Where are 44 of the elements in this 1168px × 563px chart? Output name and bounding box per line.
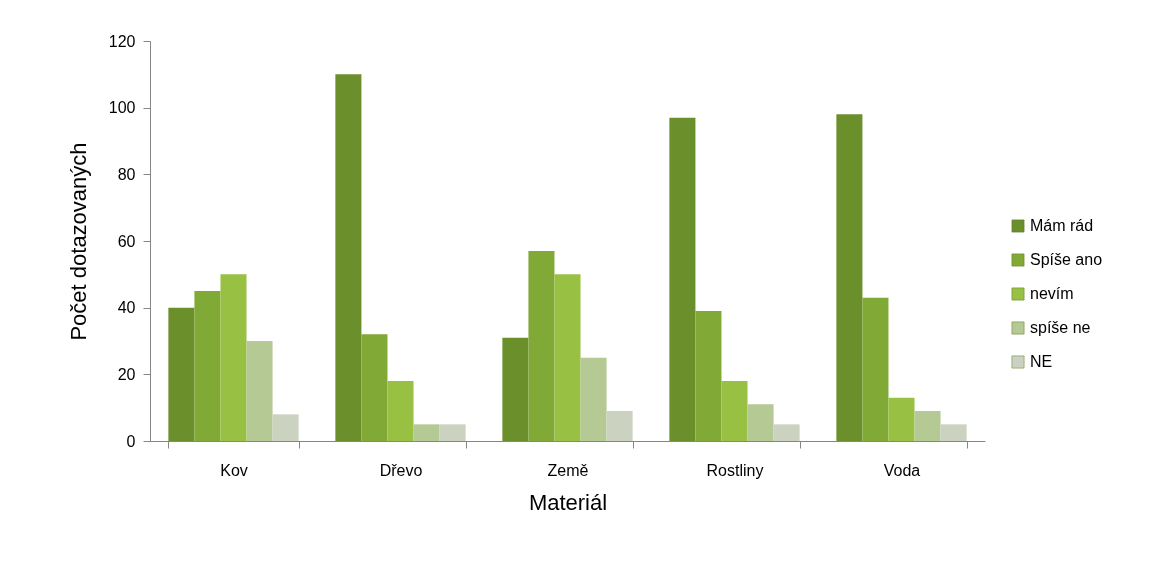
y-axis-title: Počet dotazovaných	[65, 142, 91, 341]
bar	[695, 311, 722, 441]
bar	[862, 297, 889, 441]
bar	[361, 334, 388, 441]
bar	[580, 357, 607, 441]
y-tick-label: 40	[117, 299, 136, 317]
x-tick-label: Voda	[883, 461, 921, 479]
x-tick-label: Kov	[220, 461, 248, 479]
x-tick-label: Rostliny	[706, 461, 764, 479]
bar	[387, 381, 414, 441]
bar	[194, 291, 221, 441]
bar	[413, 424, 440, 441]
bar	[773, 424, 800, 441]
x-tick-label: Země	[547, 461, 589, 479]
bar	[721, 381, 748, 441]
y-tick-label: 100	[108, 99, 136, 117]
legend-label: Spíše ano	[1030, 251, 1103, 268]
bar	[940, 424, 967, 441]
y-tick-label: 120	[108, 32, 136, 50]
bar	[606, 411, 633, 441]
y-tick-label: 0	[126, 432, 136, 450]
bar	[528, 251, 555, 441]
bar	[914, 411, 941, 441]
bar	[669, 117, 696, 441]
legend-label: Mám rád	[1030, 217, 1094, 234]
legend-label: NE	[1030, 353, 1053, 370]
x-tick-label: Dřevo	[379, 461, 423, 479]
bar	[246, 341, 273, 441]
bar	[747, 404, 774, 441]
bar	[502, 337, 529, 441]
legend-label: spíše ne	[1030, 319, 1091, 336]
bar	[335, 74, 362, 441]
y-tick-label: 20	[117, 365, 136, 383]
bar	[888, 397, 915, 441]
bar	[272, 414, 299, 441]
bar	[554, 274, 581, 441]
bar	[168, 307, 195, 441]
bar	[836, 114, 863, 441]
bar	[439, 424, 466, 441]
y-tick-label: 80	[117, 165, 136, 183]
x-axis-title: Materiál	[528, 489, 608, 515]
bar	[220, 274, 247, 441]
legend-label: nevím	[1030, 285, 1074, 302]
y-tick-label: 60	[117, 232, 136, 250]
